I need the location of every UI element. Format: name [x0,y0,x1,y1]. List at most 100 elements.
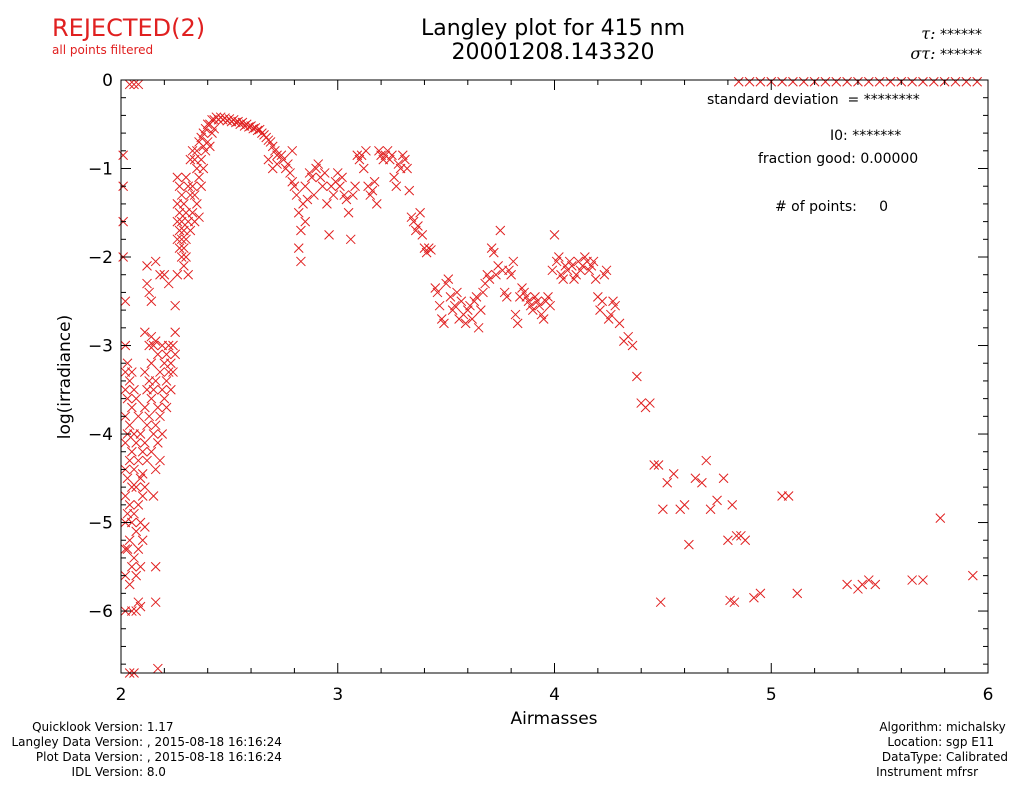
x-tick-label: 4 [549,685,560,705]
instrument-info: Algorithm: michalsky Location: sgp E11 D… [822,720,1008,780]
data-point [133,455,144,466]
data-point [701,455,712,466]
data-point [168,367,178,377]
data-point [645,398,655,408]
data-point [137,535,148,546]
data-point [322,199,332,209]
data-point [478,287,488,298]
data-point [291,190,302,200]
data-point [610,300,621,311]
data-point [131,526,142,537]
data-point [157,384,168,395]
data-point [183,181,194,192]
data-point [133,499,144,510]
data-point [196,181,207,192]
data-point [512,318,523,329]
data-point [163,278,174,289]
data-point [289,181,300,192]
std-dev-readout: standard deviation = ******** [707,92,920,108]
data-point [157,429,168,439]
data-point [176,252,187,262]
data-point [749,592,759,603]
data-point [445,291,456,302]
y-tick-label: −5 [88,514,113,534]
data-point [697,477,707,488]
tau-value: ****** [940,27,982,43]
data-point [124,535,135,546]
data-point [725,595,735,606]
data-point [538,314,549,324]
data-point [415,207,425,218]
data-point [387,150,397,161]
info-key: Langley Data Version: [11,735,143,749]
info-key: DataType: [881,750,943,764]
data-point [439,318,449,329]
data-point [367,185,378,196]
data-point [137,446,148,457]
data-point [343,207,354,218]
data-point [300,181,311,192]
data-point [371,199,382,209]
data-point [150,256,161,267]
data-point [133,411,144,422]
data-point [788,76,798,87]
data-point [161,376,172,386]
data-point [885,76,896,87]
data-point [527,305,538,315]
data-point [120,544,131,554]
data-point [120,384,131,395]
info-key: Algorithm: [879,720,943,734]
data-point [168,340,178,351]
data-point [740,535,751,546]
data-point [150,420,161,431]
data-point [187,181,198,192]
data-point [655,597,666,608]
data-point [124,420,135,431]
data-point [209,123,220,134]
data-point [146,393,157,404]
data-point [792,588,803,599]
data-point [296,225,306,236]
data-point [172,269,183,280]
data-point [174,181,185,192]
info-value: michalsky [945,720,1006,734]
data-point [170,300,181,311]
info-row: DataType: Calibrated [822,750,1008,765]
data-point [820,76,831,87]
data-point [129,79,139,90]
data-point [122,544,133,554]
data-point [452,287,462,298]
data-point [120,296,131,307]
data-point [124,579,135,590]
data-point [174,225,185,236]
data-point [668,469,679,479]
data-point [863,575,874,585]
data-point [460,318,471,329]
data-point [491,269,501,280]
data-point [135,561,146,572]
num-points-readout: # of points: 0 [775,199,888,215]
info-row: Algorithm: michalsky [822,720,1008,735]
data-point [350,181,360,192]
data-point [139,438,150,448]
y-tick-label: 0 [102,71,113,91]
data-point [135,601,146,612]
data-point [935,513,946,523]
data-point [139,482,150,492]
data-point [129,508,139,519]
data-point [176,190,187,200]
data-point [139,522,150,532]
info-value: , 2015-08-18 16:16:24 [146,750,282,764]
data-point [170,349,181,360]
info-key: Quicklook Version: [32,720,143,734]
data-point [972,76,983,87]
data-point [150,336,161,346]
y-tick-label: −2 [88,248,113,268]
data-point [506,269,517,280]
data-point [566,261,577,271]
y-tick-label: −1 [88,160,113,180]
data-point [684,539,694,550]
data-point [126,402,137,413]
y-tick-label: −6 [88,602,113,622]
